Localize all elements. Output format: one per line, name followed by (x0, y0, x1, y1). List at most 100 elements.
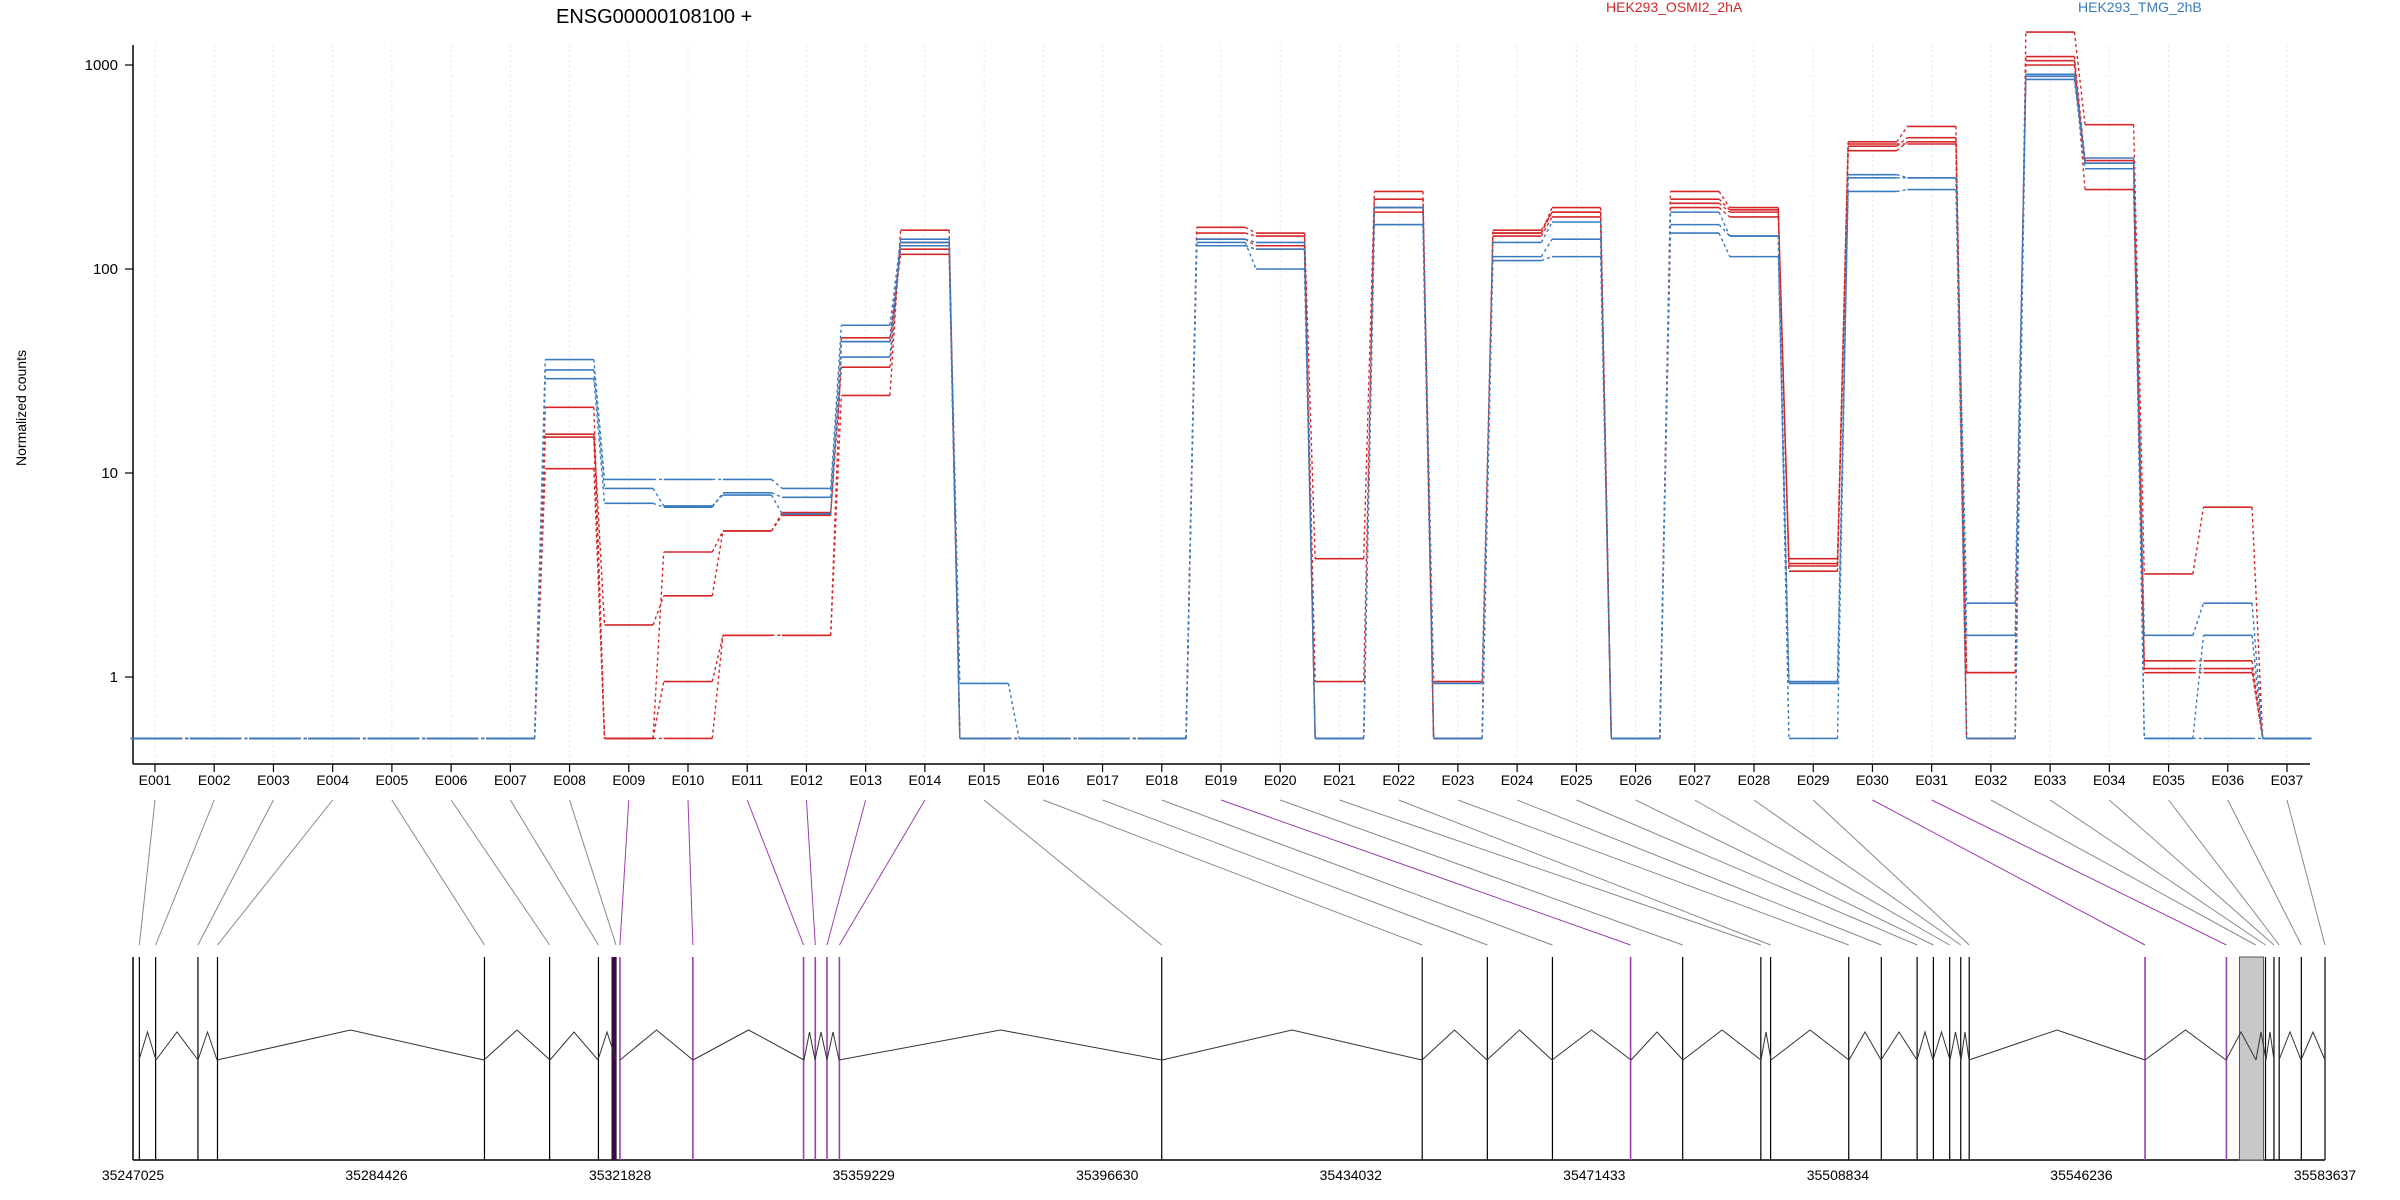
series-transition (1245, 238, 1257, 244)
intron-line (1682, 1029, 1762, 1061)
intron-line (1421, 1029, 1488, 1061)
gene-model (132, 956, 2326, 1161)
series-transition (593, 359, 606, 480)
connector-line (2227, 799, 2302, 946)
intron-line (2144, 1029, 2227, 1061)
y-tick-label: 100 (93, 261, 118, 278)
connector-line (983, 799, 1163, 946)
series-transition (1481, 242, 1494, 684)
intron-line (216, 1029, 485, 1061)
genomic-tick-label: 35434032 (1320, 1167, 1383, 1183)
series-transition (652, 551, 665, 739)
connector-line (1872, 799, 2146, 946)
intron-line (1960, 1031, 1970, 1061)
intron-line (814, 1031, 828, 1061)
connector-line (2109, 799, 2275, 946)
y-tick-label: 1000 (85, 57, 118, 74)
intron-line (2300, 1030, 2326, 1061)
x-tick-label: E028 (1738, 772, 1771, 788)
connector-line (391, 799, 485, 946)
series-transition (2073, 79, 2086, 169)
genomic-tick-label: 35471433 (1563, 1167, 1626, 1183)
series-transition (1245, 232, 1257, 237)
connector-line (1931, 799, 2227, 946)
series-transition (771, 478, 783, 489)
connector-line (1220, 799, 1631, 946)
connector-line (746, 799, 805, 946)
series-transition (770, 512, 783, 532)
intron-line (1551, 1029, 1632, 1061)
connector-line (687, 799, 694, 946)
x-tick-label: E031 (1915, 772, 1948, 788)
x-tick-label: E001 (139, 772, 172, 788)
intron-line (692, 1029, 805, 1061)
connector-line (1457, 799, 1849, 946)
x-tick-label: E030 (1856, 772, 1889, 788)
series-transition (1540, 207, 1553, 234)
connector-line (138, 799, 156, 946)
series-transition (593, 437, 606, 739)
connector-line (805, 799, 816, 946)
legend-label-osmi2: HEK293_OSMI2_2hA (1606, 0, 1743, 15)
intron-line (803, 1031, 816, 1061)
count-series (130, 31, 2312, 740)
x-tick-label: E023 (1442, 772, 1475, 788)
genomic-tick-label: 35508834 (1807, 1167, 1870, 1183)
series-transition (2251, 635, 2264, 739)
intron-line (1486, 1029, 1553, 1061)
series-transition (711, 635, 724, 739)
series-transition (711, 492, 724, 508)
series-transition (2014, 79, 2027, 739)
bin-to-exon-connectors (138, 799, 2326, 946)
connector-line (838, 799, 926, 946)
intron-line (1848, 1030, 1882, 1061)
connector-line (217, 799, 334, 946)
series-transition (1244, 242, 1257, 270)
x-tick-label: E002 (198, 772, 231, 788)
series-transition (1718, 198, 1731, 211)
series-transition (830, 341, 843, 636)
series-transition (830, 357, 843, 514)
connector-line (1694, 799, 1950, 946)
x-tick-label: E020 (1264, 772, 1297, 788)
intron-line (1949, 1031, 1962, 1061)
series-transition (711, 530, 724, 553)
intron-line (1630, 1031, 1684, 1061)
x-tick-label: E003 (257, 772, 290, 788)
series-transition (1896, 188, 1908, 193)
x-tick-label: E013 (849, 772, 882, 788)
intron-line (597, 1030, 617, 1061)
genomic-tick-label: 35247025 (102, 1167, 165, 1183)
series-transition (889, 245, 902, 342)
series-transition (1836, 143, 1849, 564)
genomic-coordinate-ticks: 35247025 35284426 35321828 35359229 35396630… (102, 1167, 2357, 1183)
series-transition (1718, 202, 1731, 213)
series-transition (889, 239, 902, 326)
series-transition (1185, 245, 1198, 739)
series-transition (1599, 256, 1612, 739)
x-tick-label: E004 (316, 772, 349, 788)
series-transition (1955, 177, 1968, 636)
series-transition (652, 681, 665, 739)
chart-title: ENSG00000108100 + (556, 6, 752, 28)
x-tick-label: E026 (1619, 772, 1652, 788)
connector-line (1280, 799, 1683, 946)
series-transition (1659, 191, 1672, 739)
series-transition (1303, 233, 1316, 559)
series-transition (1718, 211, 1731, 237)
series-transition (830, 325, 843, 489)
series-7 (130, 78, 2312, 740)
series-transition (1363, 224, 1376, 739)
genomic-tick-label: 35321828 (589, 1167, 652, 1183)
intron-line (1770, 1029, 1850, 1061)
x-tick-label: E010 (672, 772, 705, 788)
connector-line (1102, 799, 1488, 946)
series-transition (1244, 226, 1257, 234)
series-transition (2192, 635, 2205, 739)
series-transition (593, 369, 606, 489)
series-transition (889, 242, 902, 358)
series-transition (1541, 255, 1553, 262)
y-ticks: 1 10 100 1000 (85, 57, 133, 686)
connector-line (1398, 799, 1771, 946)
series-transition (2192, 507, 2205, 575)
